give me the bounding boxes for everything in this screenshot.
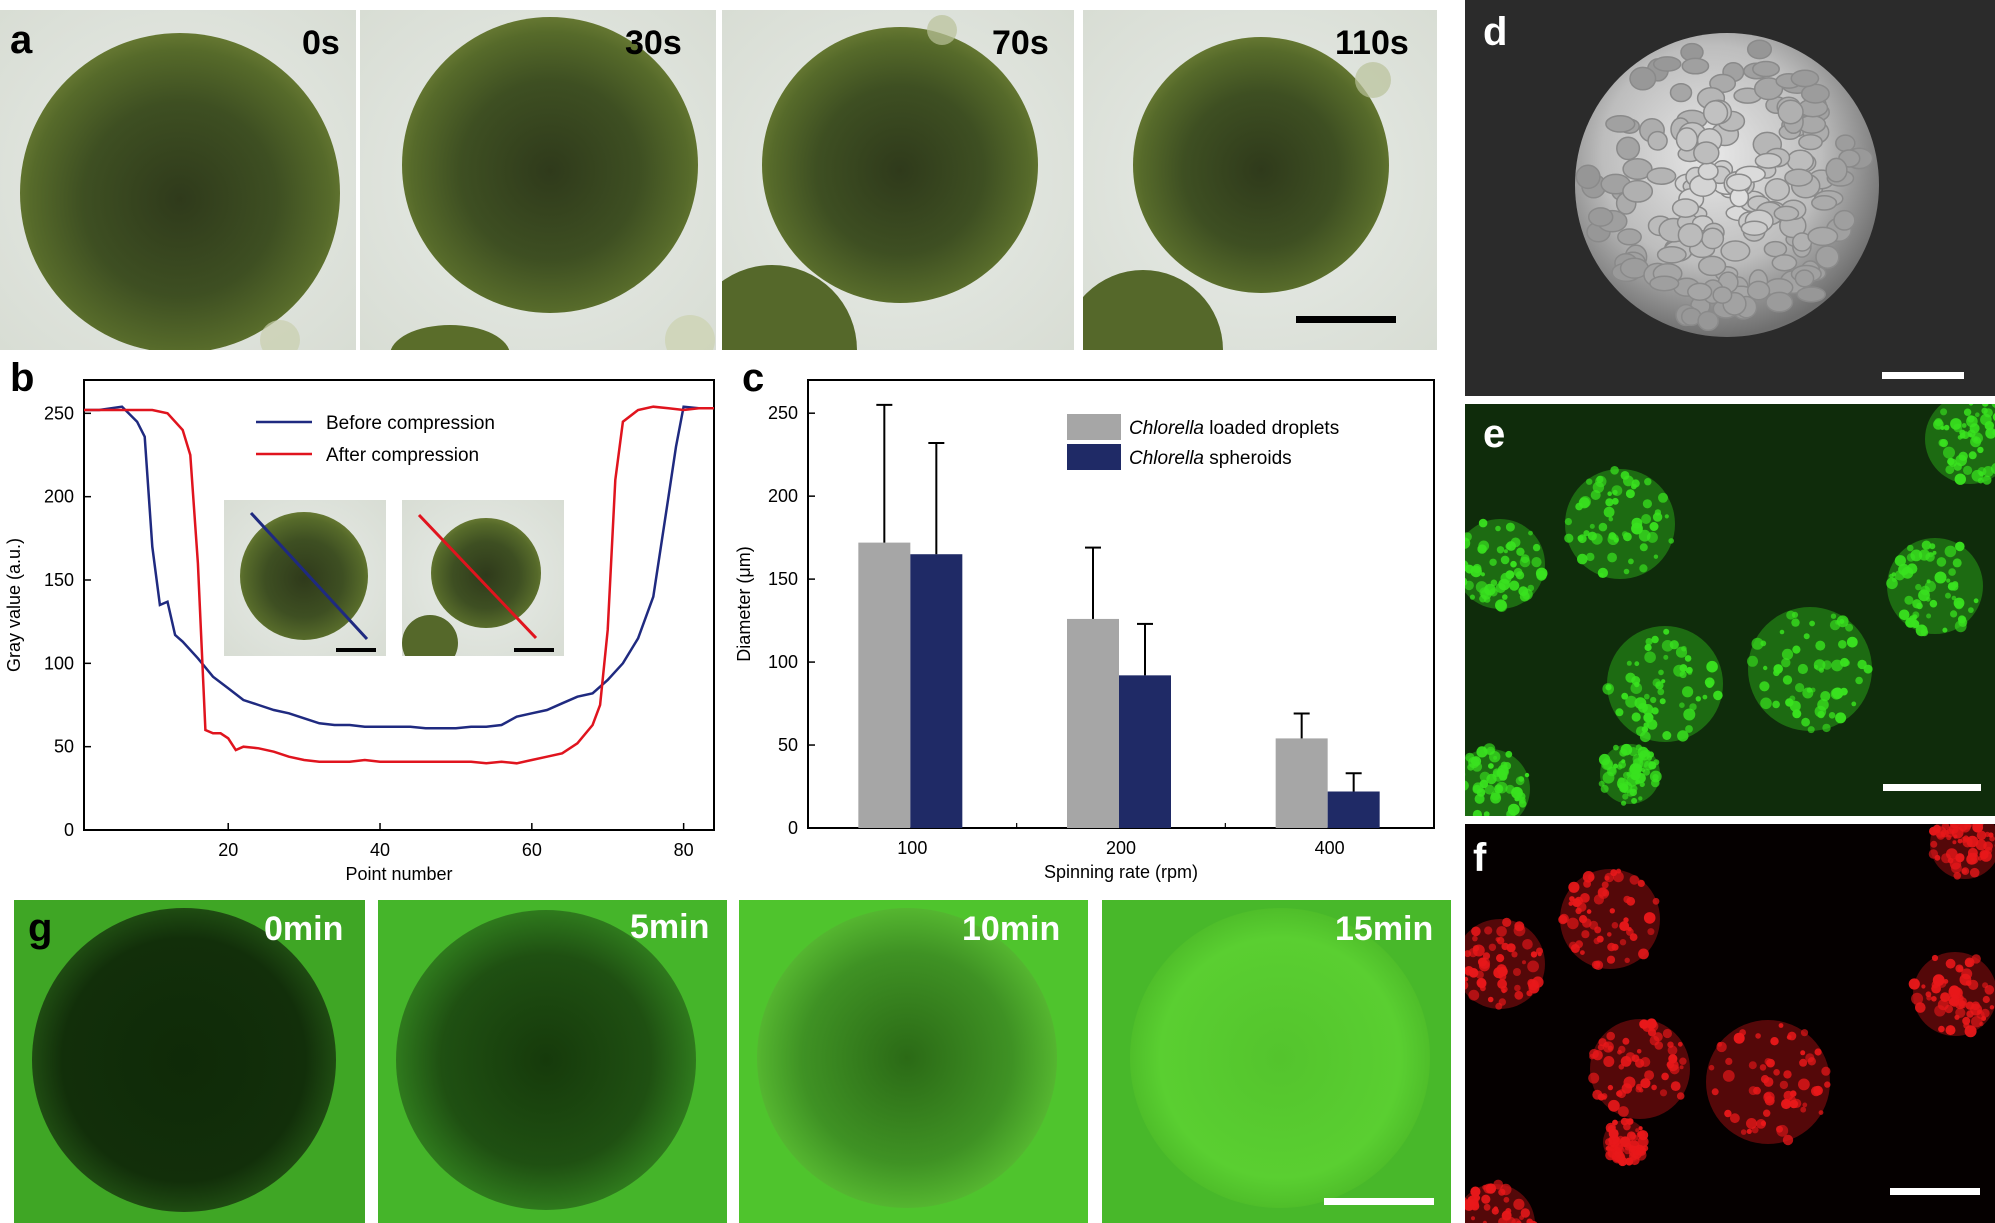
y-axis-label: Diameter (μm) xyxy=(734,546,754,661)
plot-frame xyxy=(83,379,715,831)
scale-bar xyxy=(336,648,376,652)
bar-chart: 0 50 100 150 200 250 100 200 400 Spinning rate (r… xyxy=(734,379,1435,882)
x-tick-label: 40 xyxy=(370,840,390,860)
scale-bar xyxy=(1883,784,1981,791)
y-tick-label: 0 xyxy=(788,818,798,838)
legend-swatch xyxy=(1067,444,1121,470)
panel-f-letter: f xyxy=(1473,836,1487,880)
panel-d-letter: d xyxy=(1483,10,1508,54)
panel-d-sem-image xyxy=(1465,0,1995,396)
panel-a-image-1 xyxy=(0,10,356,350)
y-tick-label: 200 xyxy=(44,487,74,507)
y-tick-label: 50 xyxy=(778,735,798,755)
panel-a-image-2 xyxy=(360,10,716,350)
x-tick-label: 20 xyxy=(218,840,238,860)
x-tick-label: 400 xyxy=(1315,838,1345,858)
bar xyxy=(1275,738,1328,828)
series-line xyxy=(84,405,714,765)
bar xyxy=(910,554,963,828)
line-chart: 0 50 100 150 200 250 20 40 60 80 Point number Gray … xyxy=(4,379,715,884)
panel-g-image-2 xyxy=(378,900,727,1223)
y-tick-label: 100 xyxy=(768,652,798,672)
panel-e-letter: e xyxy=(1483,412,1506,456)
y-tick-label: 250 xyxy=(768,403,798,423)
bar xyxy=(1067,618,1119,828)
profile-line xyxy=(249,511,369,641)
time-label: 5min xyxy=(630,908,710,946)
y-tick-label: 50 xyxy=(54,737,74,757)
panel-e-fluorescence-image xyxy=(1465,404,1995,816)
panel-a-image-4 xyxy=(1083,10,1437,350)
panel-b-letter: b xyxy=(10,356,35,400)
time-label: 0s xyxy=(302,24,340,62)
panel-g-image-3 xyxy=(739,900,1088,1223)
time-label: 10min xyxy=(962,910,1061,948)
panel-g-letter: g xyxy=(28,906,53,950)
panel-g-image-1 xyxy=(14,900,365,1223)
time-label: 0min xyxy=(264,910,344,948)
bar xyxy=(1327,791,1380,828)
time-label: 15min xyxy=(1335,910,1434,948)
y-tick-label: 250 xyxy=(44,403,74,423)
time-label: 110s xyxy=(1335,24,1409,62)
legend-swatch xyxy=(1067,414,1121,440)
x-tick-label: 200 xyxy=(1106,838,1136,858)
fluorescent-spheroids xyxy=(1465,404,1995,816)
scale-bar xyxy=(1324,1198,1434,1205)
panel-f-fluorescence-image xyxy=(1465,824,1995,1223)
bar xyxy=(858,542,911,828)
panel-a-image-3 xyxy=(722,10,1074,350)
x-tick-label: 80 xyxy=(674,840,694,860)
series-line xyxy=(84,405,714,730)
time-label: 30s xyxy=(625,24,682,62)
x-axis-label: Point number xyxy=(345,864,452,884)
inset-after-image xyxy=(402,500,564,656)
panel-a-letter: a xyxy=(10,18,33,62)
x-tick-label: 100 xyxy=(897,838,927,858)
profile-line xyxy=(417,513,538,640)
legend-label: Chlorella spheroids xyxy=(1129,448,1292,469)
bar xyxy=(1119,675,1171,828)
panel-c-letter: c xyxy=(742,356,765,400)
x-tick-label: 60 xyxy=(522,840,542,860)
y-tick-label: 100 xyxy=(44,653,74,673)
scale-bar xyxy=(514,648,554,652)
y-axis-label: Gray value (a.u.) xyxy=(4,538,24,672)
legend-label: After compression xyxy=(326,445,479,466)
y-tick-label: 200 xyxy=(768,486,798,506)
scale-bar xyxy=(1882,372,1964,379)
y-tick-label: 150 xyxy=(44,570,74,590)
legend-label: Chlorella loaded droplets xyxy=(1129,418,1339,439)
scale-bar xyxy=(1296,316,1396,323)
panel-g-image-4 xyxy=(1102,900,1451,1223)
y-tick-label: 0 xyxy=(64,820,74,840)
x-axis-label: Spinning rate (rpm) xyxy=(1044,862,1198,882)
inset-before-image xyxy=(224,500,386,656)
y-tick-label: 150 xyxy=(768,569,798,589)
scale-bar xyxy=(1890,1188,1980,1195)
fluorescent-spheroids xyxy=(1465,824,1995,1223)
legend-label: Before compression xyxy=(326,413,495,434)
time-label: 70s xyxy=(992,24,1049,62)
